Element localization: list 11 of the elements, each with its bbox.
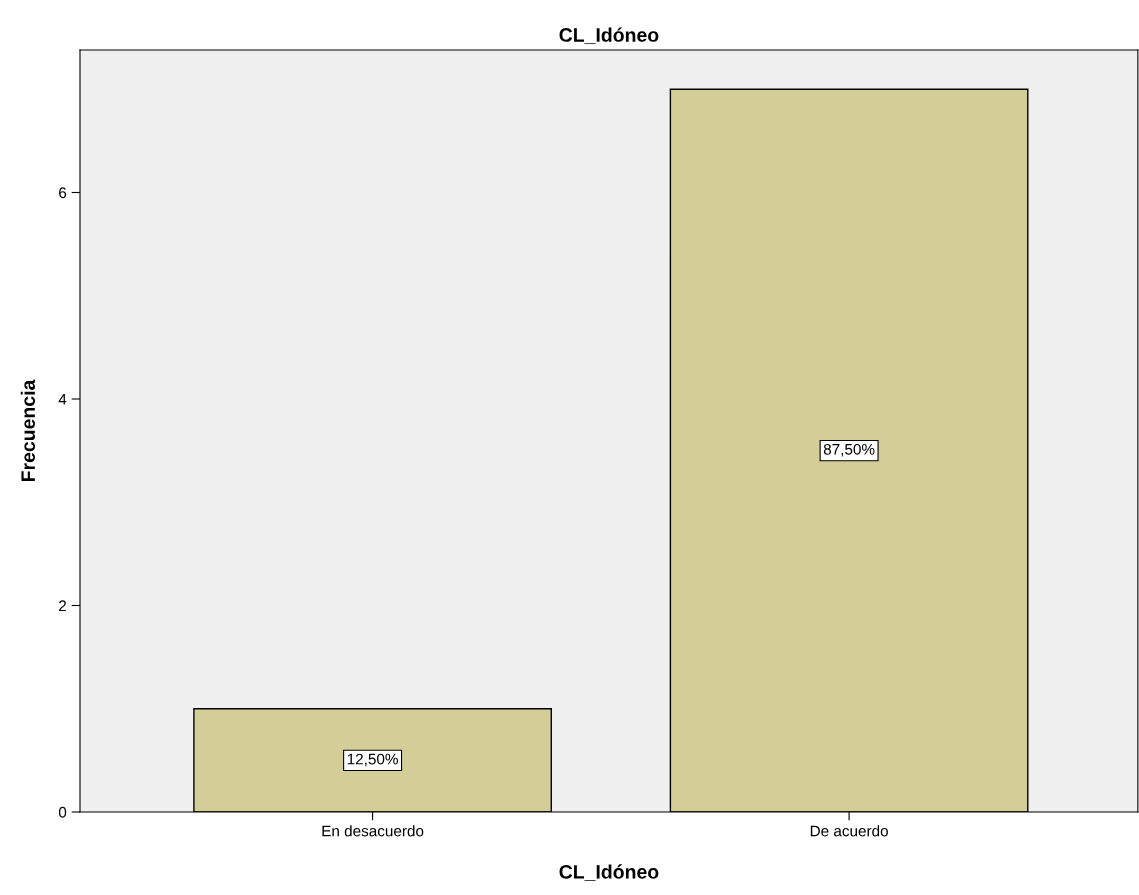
annotation: 12,50% (347, 753, 398, 767)
chart-title: CL_Idóneo (559, 27, 659, 45)
y-tick-label: 0 (58, 806, 67, 818)
x-tick-label: En desacuerdo (322, 825, 424, 837)
y-tick-label: 6 (59, 187, 67, 199)
annotation: 87,50% (823, 443, 875, 457)
y-axis-title: Frecuencia (20, 379, 36, 482)
y-tick-label: 2 (59, 600, 67, 612)
x-tick-label: De acuerdo (810, 825, 888, 837)
y-tick-label: 4 (58, 394, 67, 405)
x-axis-title: CL_Idóneo (559, 864, 659, 881)
